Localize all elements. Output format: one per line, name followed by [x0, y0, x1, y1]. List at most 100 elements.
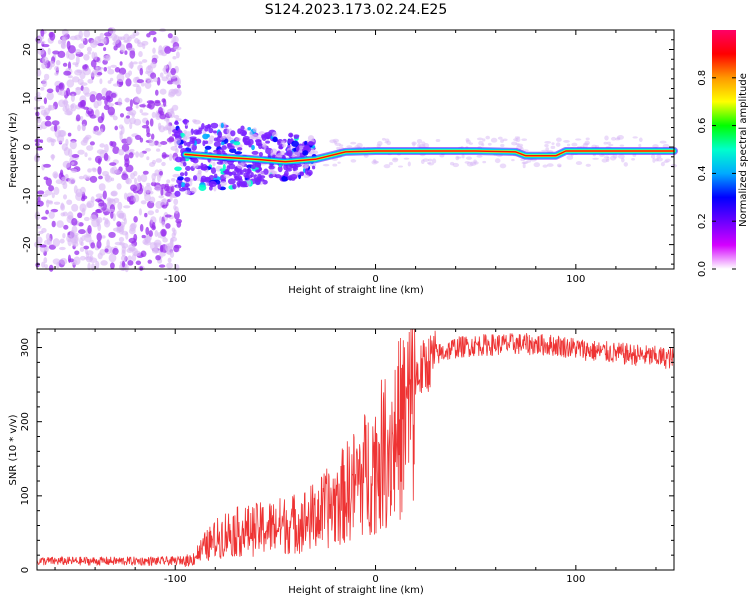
spectrogram-point: [169, 75, 177, 79]
spectrogram-point: [175, 51, 180, 59]
spectrogram-point: [103, 66, 108, 72]
spectrogram-point: [59, 169, 64, 177]
spectrogram-point: [204, 182, 210, 187]
spectrogram-point: [183, 129, 187, 135]
spectrogram-point: [388, 162, 393, 166]
spectrogram-point: [46, 88, 54, 94]
spectrogram-point: [407, 161, 411, 167]
spectrogram-point: [110, 92, 117, 98]
spectrogram-point: [155, 158, 162, 163]
spectrogram-point: [384, 141, 389, 144]
spectrogram-point: [208, 127, 214, 134]
spectrogram-point: [161, 198, 168, 205]
spectrogram-point: [173, 198, 179, 206]
spectrogram-point: [146, 103, 152, 109]
spectrogram-point: [184, 177, 191, 182]
spectrogram-point: [168, 153, 173, 161]
spectrogram-point: [168, 136, 175, 142]
spectrogram-point: [135, 151, 140, 158]
spectrogram-point: [86, 202, 92, 209]
spectrogram-point: [166, 80, 174, 85]
spectrogram-point: [80, 139, 88, 146]
spectrogram-point: [133, 250, 142, 257]
spectrogram-point: [142, 239, 149, 245]
spectrogram-point: [43, 73, 50, 81]
spectrogram-point: [83, 106, 90, 110]
spectrogram-point: [173, 114, 180, 119]
spectrogram-point: [96, 240, 102, 249]
spectrogram-point: [522, 163, 526, 169]
spectrogram-point: [67, 148, 73, 158]
spectrogram-point: [177, 128, 181, 133]
spectrogram-point: [264, 135, 271, 140]
spectrogram-point: [154, 230, 159, 237]
spectrogram-point: [61, 176, 68, 180]
spectrogram-point: [292, 166, 296, 172]
spectrogram-point: [116, 73, 125, 83]
spectrogram-point: [585, 137, 590, 141]
spectrogram-point: [61, 143, 68, 152]
spectrogram-point: [271, 131, 278, 138]
spectrogram-point: [41, 193, 49, 198]
spectrogram-point: [158, 264, 166, 268]
spectrogram-point: [87, 78, 94, 84]
spectrogram-point: [133, 118, 142, 126]
spectrogram-point: [162, 154, 170, 158]
spectrogram-point: [80, 38, 86, 42]
snr-y-label: SNR (10 * v/v): [8, 414, 19, 485]
spectrogram-point: [108, 253, 117, 263]
spectrogram-point: [135, 85, 142, 95]
spectrogram-point: [150, 133, 155, 140]
spectrogram-point: [40, 29, 45, 37]
spectrogram-point: [88, 157, 92, 161]
spectrogram-point: [236, 163, 245, 169]
spectrogram-point: [304, 164, 309, 169]
spectrogram-point: [202, 140, 206, 147]
spectrogram-ridge-layer: [184, 150, 675, 163]
spectrogram-point: [129, 122, 133, 130]
spectrogram-point: [110, 262, 115, 270]
spectrogram-point: [149, 118, 154, 127]
spectrogram-point: [213, 173, 218, 179]
spectrogram-point: [88, 106, 92, 112]
spectrogram-point: [130, 172, 135, 180]
spectrogram-point: [71, 218, 78, 226]
spectrogram-point: [150, 61, 157, 69]
spectrogram-point: [127, 260, 134, 266]
spectrogram-point: [73, 185, 78, 194]
spectrogram-point: [144, 185, 152, 193]
spectrogram-point: [89, 114, 97, 119]
spectrogram-point: [83, 136, 90, 141]
spectrogram-point: [108, 231, 116, 238]
spectrogram-point: [118, 81, 124, 86]
spectrogram-point: [243, 168, 247, 173]
spectrogram-point: [62, 232, 66, 239]
spectrogram-point: [82, 86, 90, 95]
spectrogram-point: [356, 142, 363, 148]
spectrogram-point: [101, 96, 106, 101]
spectrogram-point: [40, 40, 46, 45]
spectrogram-point: [481, 143, 485, 147]
spectrogram-point: [142, 170, 149, 175]
spectrogram-point: [132, 31, 140, 37]
spectrogram-point: [226, 143, 231, 148]
spectrogram-point: [461, 154, 465, 159]
spectrogram-point: [123, 40, 131, 44]
spectrogram-point: [43, 97, 48, 105]
spectrogram-point: [138, 208, 142, 216]
spectrogram-point: [632, 136, 638, 139]
spectrogram-point: [617, 154, 625, 159]
spectrogram-point: [95, 260, 100, 269]
spectrogram-point: [52, 238, 61, 247]
spectrogram-point: [609, 155, 617, 161]
spectrogram-point: [141, 124, 149, 129]
spectrogram-point: [144, 212, 148, 218]
spectrogram-point: [162, 237, 168, 243]
spectrogram-point: [164, 214, 172, 218]
spectrogram-point: [119, 61, 123, 66]
spectrogram-point: [555, 142, 561, 147]
spectrogram-point: [101, 112, 105, 121]
spectrogram-x-tick-label: -100: [164, 274, 187, 285]
spectrogram-point: [96, 149, 105, 155]
spectrogram-point: [606, 141, 611, 145]
